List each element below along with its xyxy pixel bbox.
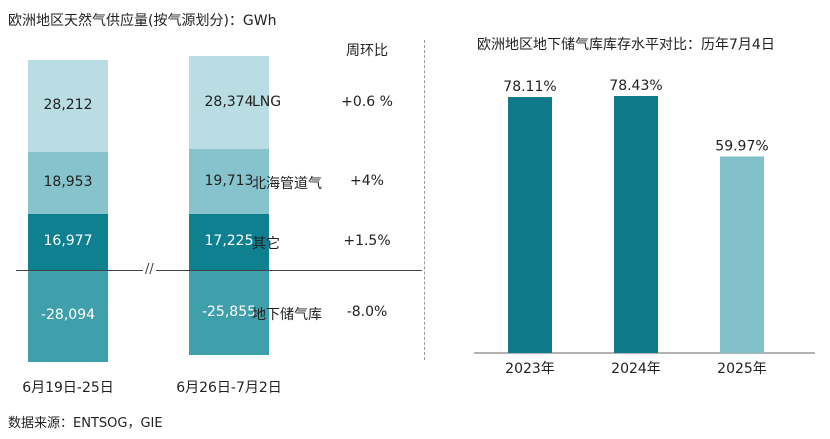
bar-segment [189,149,269,214]
bar-value-label: 59.97% [715,138,768,154]
period-label: 6月26日-7月2日 [176,380,282,396]
bar-value-label: -28,094 [40,307,96,323]
wow-change-label: -8.0% [346,303,388,320]
wow-change-label: +0.6 % [341,93,393,110]
bar-value-label: 17,225 [204,233,254,249]
right-chart-title: 欧洲地区地下储气库库存水平对比：历年7月4日 [477,37,775,53]
period-label: 6月19日-25日 [22,380,114,396]
storage-bar [508,97,552,353]
bar-segment [189,214,269,270]
chart-divider [424,40,425,360]
storage-bar [720,156,764,353]
bar-segment [189,270,269,355]
zero-axis [16,270,422,271]
bar-segment [28,214,108,270]
bar-value-label: 28,374 [204,93,254,110]
bar-segment [28,152,108,214]
bar-value-label: 18,953 [43,174,93,190]
bar-value-label: 16,977 [43,233,93,249]
wow-header: 周环比 [346,43,388,59]
left-chart-title: 欧洲地区天然气供应量(按气源划分)：GWh [8,13,277,29]
bar-value-label: 78.11% [503,79,556,95]
x-tick-label: 2023年 [505,361,555,377]
x-tick-label: 2025年 [717,361,767,377]
axis-break-mark: // [143,262,156,277]
bar-value-label: 78.43% [609,78,662,94]
bar-value-label: 28,212 [43,97,93,113]
supply-stacked-chart: 16,977 18,953 28,212 -28,094 6月19日-25日 17,225… [22,56,393,396]
bar-segment [28,270,108,362]
bar-value-label: 19,713 [204,172,254,189]
storage-bar [614,96,658,353]
data-source: 数据来源：ENTSOG，GIE [8,416,163,431]
series-name-label: 其它 [252,236,280,252]
wow-change-label: +1.5% [343,233,391,249]
storage-bar-chart: 78.11% 2023年 78.43% 2024年 59.97% 2025年 [474,78,815,377]
bar-value-label: -25,855 [201,303,257,320]
bar-segment [189,56,269,149]
series-name-label: 地下储气库 [252,306,322,323]
bar-segment [28,60,108,152]
x-tick-label: 2024年 [611,361,661,377]
series-name-label: 北海管道气 [252,175,322,192]
series-name-label: LNG [252,93,282,110]
wow-change-label: +4% [350,172,384,189]
